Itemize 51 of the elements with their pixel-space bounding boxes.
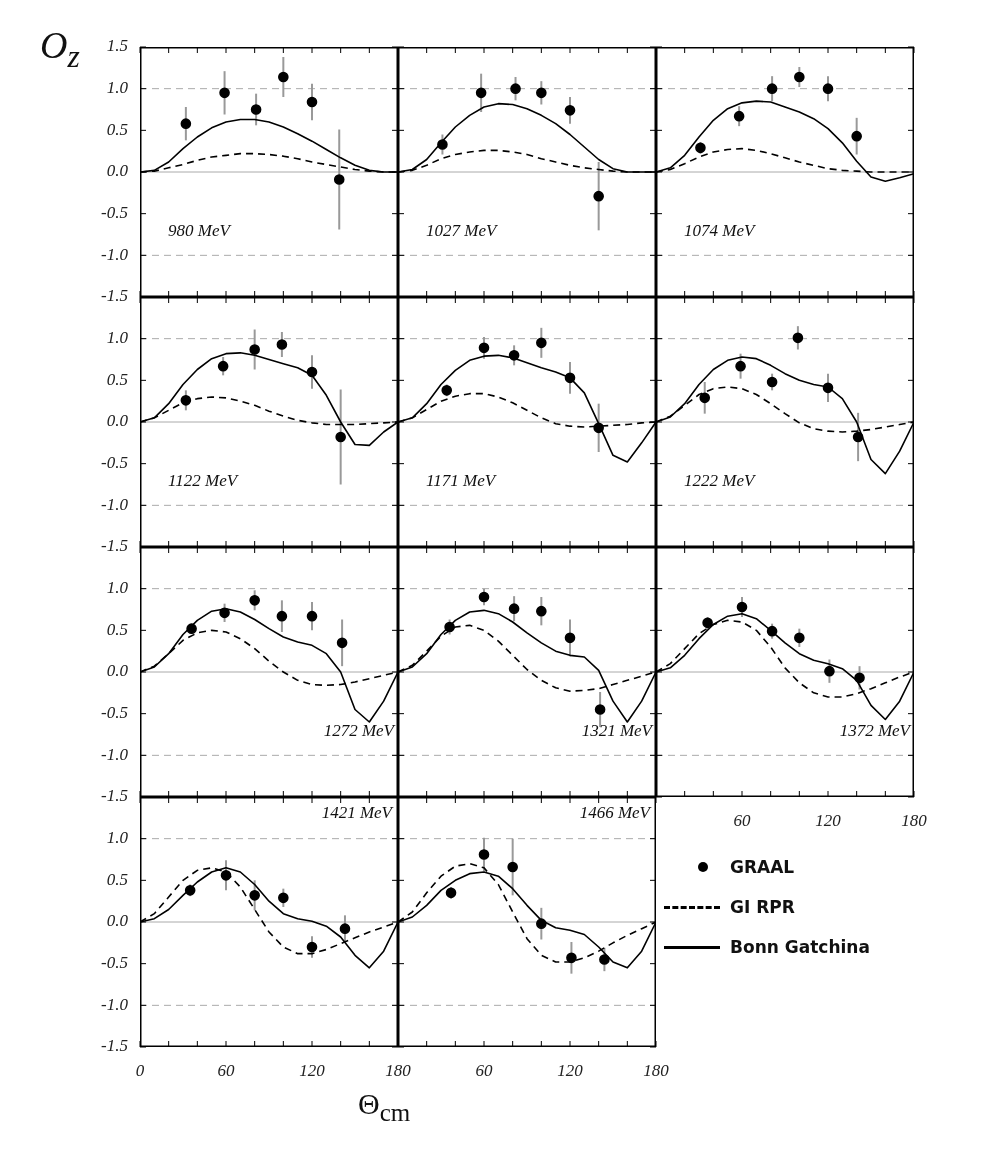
y-tick-label: -1.5 — [101, 536, 128, 556]
y-tick-label: -1.5 — [101, 786, 128, 806]
x-tick-label: 120 — [815, 810, 842, 830]
x-tick-label: 120 — [299, 1060, 326, 1080]
chart-title: 1421 MeV — [321, 803, 395, 823]
y-tick-label: 1.5 — [106, 36, 128, 56]
legend-label: Bonn Gatchina — [730, 937, 870, 957]
text: 1074 MeV — [684, 221, 757, 241]
text: 980 MeV — [168, 221, 233, 241]
x-tick-label: 180 — [385, 1060, 412, 1080]
text: 1272 MeV — [323, 721, 397, 741]
y-tick-label: -1.0 — [101, 994, 129, 1014]
y-axis-title: O$_{z}$ — [40, 23, 80, 75]
x-tick-label: 60 — [217, 1060, 235, 1080]
text: 1321 MeV — [581, 721, 655, 741]
legend-label: GRAAL — [730, 857, 795, 877]
y-tick-label: 0.0 — [106, 411, 129, 431]
x-tick-label: 180 — [901, 810, 928, 830]
y-tick-label: 0.5 — [106, 119, 128, 139]
text: 1222 MeV — [684, 471, 757, 491]
y-tick-label: 0.0 — [106, 661, 129, 681]
y-tick-label: -0.5 — [101, 203, 128, 223]
y-tick-label: 0.5 — [106, 369, 128, 389]
y-tick-label: 1.0 — [106, 828, 129, 848]
x-tick-label: 60 — [733, 810, 751, 830]
y-tick-label: -1.5 — [101, 1036, 128, 1056]
text: 1027 MeV — [426, 221, 499, 241]
y-tick-label: 1.0 — [106, 328, 129, 348]
y-tick-label: -1.0 — [101, 744, 129, 764]
y-tick-label: -0.5 — [101, 453, 128, 473]
x-tick-label: 0 — [135, 1060, 145, 1080]
text: 1171 MeV — [426, 471, 498, 491]
x-tick-label: 180 — [643, 1060, 670, 1080]
y-tick-label: -0.5 — [101, 703, 128, 723]
y-tick-label: 1.0 — [106, 78, 129, 98]
y-tick-label: -1.5 — [101, 286, 128, 306]
y-tick-label: -1.0 — [101, 244, 129, 264]
y-tick-label: 1.0 — [106, 578, 129, 598]
y-tick-label: -0.5 — [101, 953, 128, 973]
y-tick-label: 0.0 — [106, 161, 129, 181]
x-tick-label: 60 — [475, 1060, 493, 1080]
y-tick-label: 0.5 — [106, 619, 128, 639]
y-tick-label: 0.0 — [106, 911, 129, 931]
text: 1372 MeV — [839, 721, 913, 741]
text: 1122 MeV — [168, 471, 240, 491]
y-tick-label: -1.0 — [101, 494, 129, 514]
y-tick-label: 0.5 — [106, 869, 128, 889]
x-tick-label: 120 — [557, 1060, 584, 1080]
x-axis-title: Θ$_{cm}$ — [358, 1087, 411, 1127]
legend-label: GI RPR — [730, 897, 795, 917]
chart-title: 1466 MeV — [579, 803, 653, 823]
